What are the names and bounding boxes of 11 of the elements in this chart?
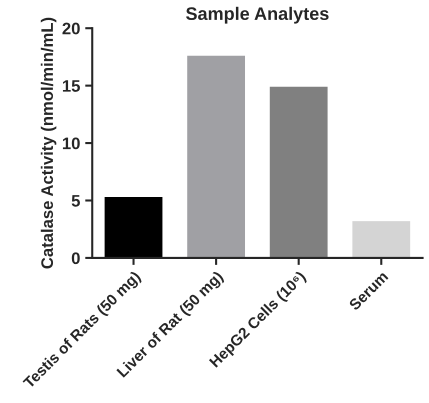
bar	[104, 197, 162, 258]
y-tick-label: 0	[72, 252, 80, 264]
y-tick-label: 10	[62, 137, 80, 150]
y-tick-label: 15	[62, 80, 80, 92]
y-tick-label: 20	[62, 22, 80, 34]
chart-title: Sample Analytes	[186, 6, 329, 24]
bar	[270, 86, 328, 258]
y-axis-title: Catalase Activity (nmol/min/mL)	[40, 18, 56, 268]
bar	[187, 56, 246, 258]
y-tick-label: 5	[72, 195, 80, 207]
bar	[352, 221, 410, 258]
